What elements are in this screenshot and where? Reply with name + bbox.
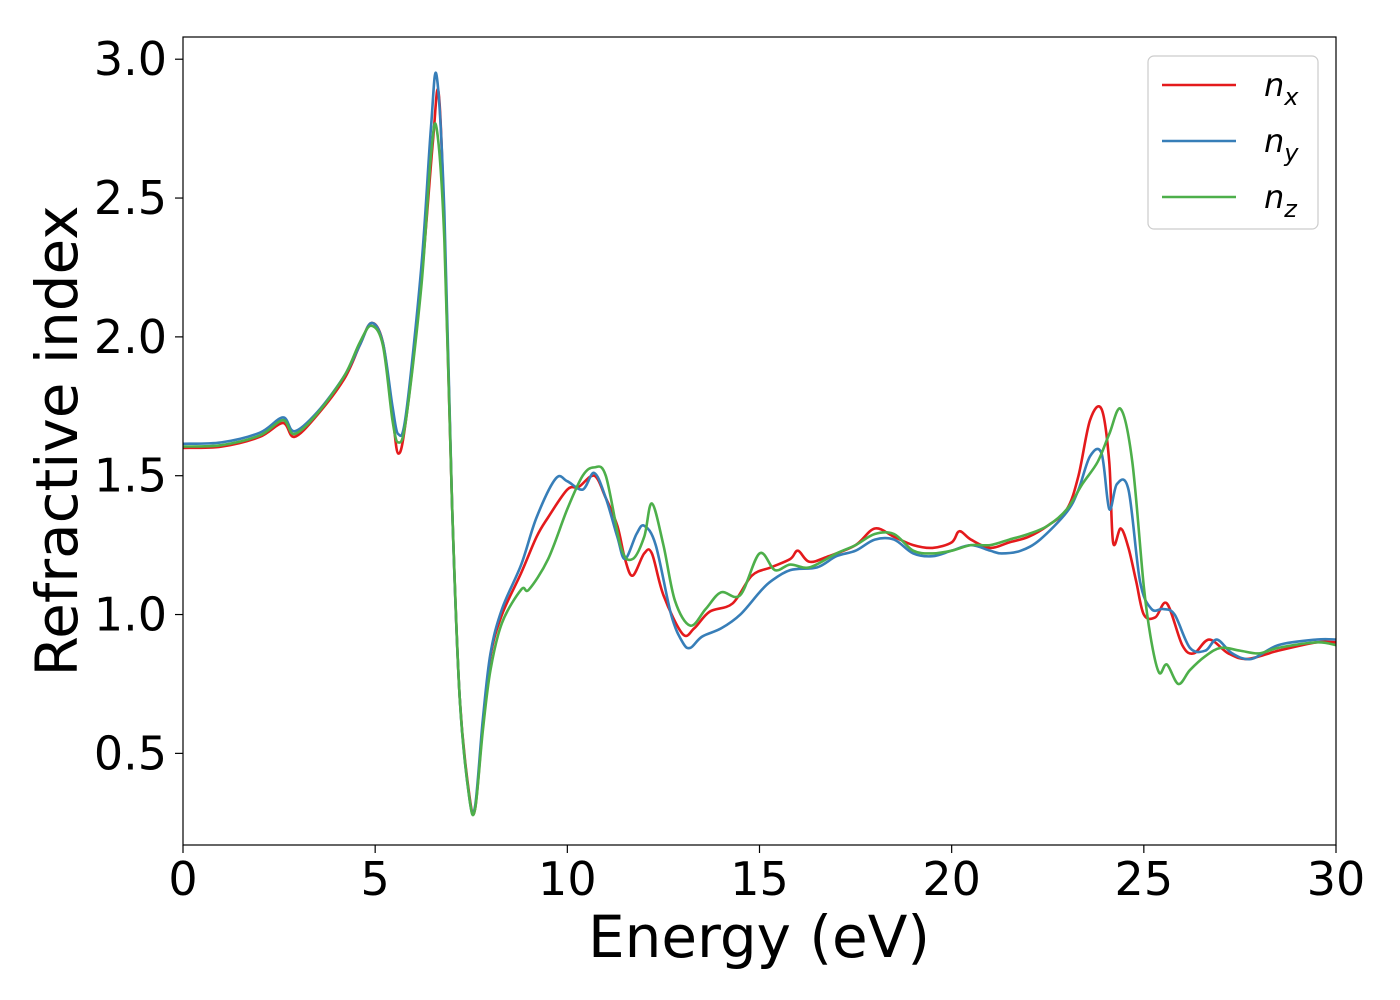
x-axis-label: Energy (eV) xyxy=(588,903,930,971)
legend-label-nx: nx xyxy=(1264,66,1299,111)
y-tick-label: 1.0 xyxy=(94,588,167,642)
y-tick-label: 2.5 xyxy=(94,171,167,225)
x-tick-label: 15 xyxy=(730,852,789,906)
legend-label-main: n xyxy=(1264,66,1284,104)
y-tick-label: 1.5 xyxy=(94,449,167,503)
legend-label-main: n xyxy=(1264,178,1284,216)
x-tick-label: 5 xyxy=(361,852,390,906)
x-tick-label: 0 xyxy=(168,852,197,906)
x-tick-label: 30 xyxy=(1307,852,1366,906)
y-tick-label: 2.0 xyxy=(94,310,167,364)
legend-label-subscript: x xyxy=(1283,83,1299,111)
legend-label-nz: nz xyxy=(1264,178,1298,223)
legend-label-ny: ny xyxy=(1264,122,1299,167)
legend-box xyxy=(1147,55,1319,230)
plot-area xyxy=(183,37,1336,845)
series-line-ny xyxy=(183,71,1336,816)
y-tick-label: 3.0 xyxy=(94,32,167,86)
legend-label-subscript: y xyxy=(1283,139,1299,167)
y-tick-label: 0.5 xyxy=(94,726,167,780)
y-axis-ticks: 0.5 1.0 1.5 2.0 2.5 3.0 xyxy=(94,32,183,780)
x-tick-label: 25 xyxy=(1115,852,1174,906)
legend-label-subscript: z xyxy=(1283,195,1298,223)
x-tick-label: 20 xyxy=(922,852,981,906)
series-line-nz xyxy=(183,122,1336,817)
x-axis-ticks: 0 5 10 15 20 25 30 xyxy=(168,845,1365,906)
legend-label-main: n xyxy=(1264,122,1284,160)
y-axis-label: Refractive index xyxy=(23,205,91,676)
x-tick-label: 10 xyxy=(538,852,597,906)
series-lines xyxy=(183,71,1336,817)
